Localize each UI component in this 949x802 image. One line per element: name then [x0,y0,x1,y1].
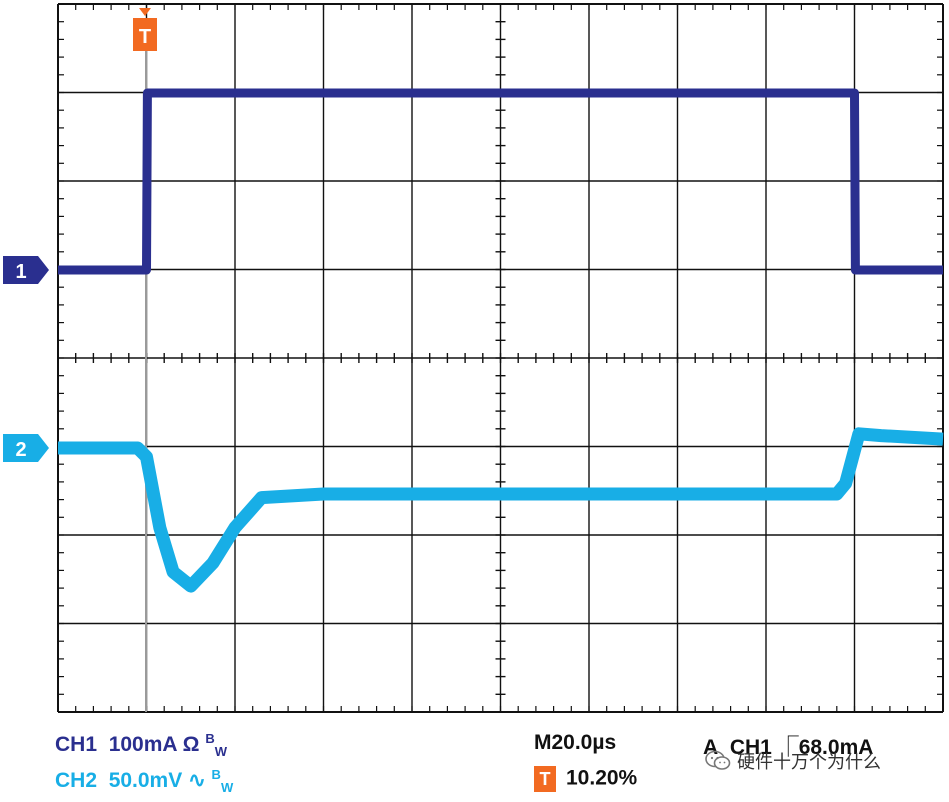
ch1-scale: 100mA [108,733,177,756]
ch1-marker-label: 1 [15,261,26,283]
trigger-level: 68.0mA [798,736,874,759]
ch1-readout: CH1 100mA Ω BW [55,731,227,759]
ch2-arrow-icon [3,434,49,462]
timebase-value: M20.0µs [534,731,617,754]
trace-ch1 [58,88,943,275]
trigger-readout: A CH1 ⎾68.0mA [703,731,873,761]
ch1-bw-sub: W [214,744,227,760]
ch2-readout: CH2 50.0mV ∿ BW [55,767,233,795]
graticule [57,3,944,713]
trigger-position-badge: T [534,766,556,792]
ch2-marker[interactable]: 2 [3,434,49,462]
ch1-arrow-icon [3,256,49,284]
timebase-readout: M20.0µs [534,731,616,755]
trigger-mode: A [703,736,719,759]
trigger-marker[interactable]: T [133,8,157,51]
ch1-marker[interactable]: 1 [3,256,49,284]
trace-ch2 [58,427,944,593]
wechat-icon [705,750,731,770]
ch2-bw-sub: W [220,780,234,796]
trigger-slope-icon: ⎾ [777,736,799,759]
ch2-bw-label: B [211,767,221,782]
watermark: 硬件十万个为什么 [705,748,881,774]
trigger-pointer-icon [139,8,151,16]
trigger-position-value: 10.20% [566,766,638,790]
trigger-badge [133,18,157,51]
ch2-coupling-icon: ∿ [188,769,206,792]
trigger-marker-label: T [139,26,151,48]
ch2-marker-label: 2 [15,439,26,461]
ch1-name: CH1 [55,733,98,756]
ch2-name: CH2 [55,769,98,792]
ch2-scale: 50.0mV [108,769,183,792]
waveform-traces [58,88,944,593]
ch1-bw-label: B [205,731,215,746]
ch1-coupling-icon: Ω [182,733,200,756]
trigger-position-readout: T 10.20% [534,766,637,792]
watermark-text: 硬件十万个为什么 [737,752,881,773]
channel-markers: T 1 2 [3,8,157,462]
trigger-source: CH1 [729,736,772,759]
